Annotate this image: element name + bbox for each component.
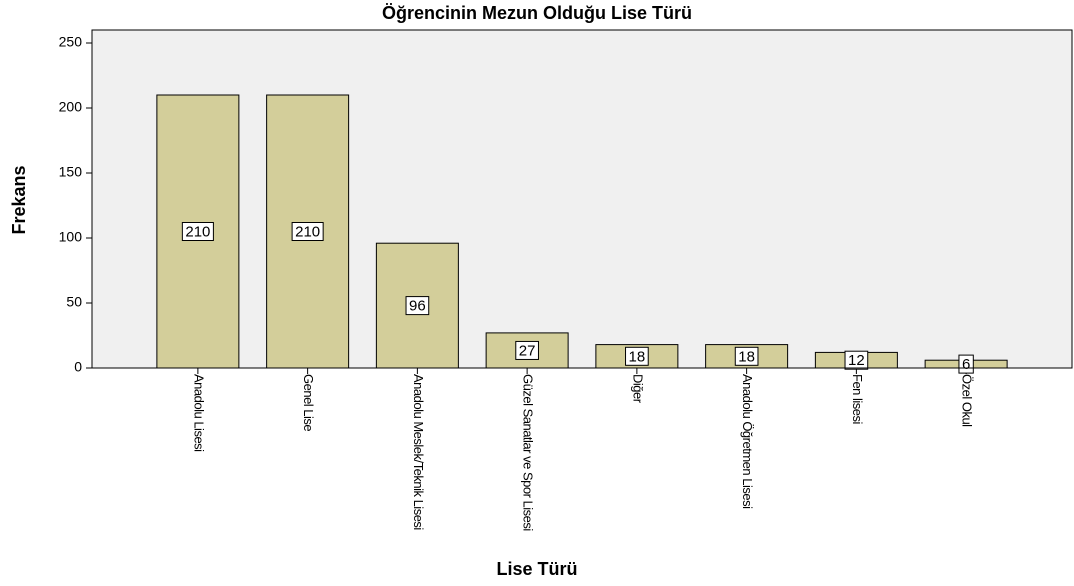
value-label: 210	[185, 223, 210, 240]
plot-area	[91, 29, 1073, 369]
value-label: 210	[295, 223, 320, 240]
y-tick-label: 0	[74, 359, 82, 375]
x-axis-title: Lise Türü	[496, 559, 577, 579]
x-tick-label: Diğer	[630, 374, 645, 404]
value-label: 96	[409, 298, 426, 315]
y-tick-label: 200	[59, 99, 83, 115]
y-tick-label: 100	[59, 229, 83, 245]
value-label-box	[958, 354, 974, 374]
y-tick-label: 250	[59, 34, 83, 50]
y-axis-title: Frekans	[9, 165, 29, 234]
x-tick-label: Genel Lise	[301, 374, 316, 431]
value-label: 27	[519, 342, 536, 359]
x-tick-label: Güzel Sanatlar ve Spor Lisesi	[521, 374, 536, 531]
y-tick-label: 150	[59, 164, 83, 180]
x-tick-label: Özel Okul	[960, 374, 975, 427]
value-label-box	[515, 340, 539, 360]
value-label: 6	[962, 356, 970, 373]
value-label-box	[181, 222, 214, 241]
value-label-box	[734, 346, 759, 366]
value-label-box	[405, 296, 430, 316]
x-tick-label: Anadolu Lisesi	[191, 374, 206, 452]
x-tick-label: Anadolu Meslek/Teknik Lisesi	[411, 374, 426, 530]
value-label-box	[625, 346, 649, 366]
value-label: 18	[738, 348, 755, 365]
value-label-box	[844, 350, 869, 370]
value-label: 18	[629, 348, 646, 365]
x-tick-label: Anadolu Öğretmen Lisesi	[740, 374, 755, 509]
y-tick-label: 50	[66, 294, 82, 310]
x-tick-label: Fen lisesi	[850, 374, 865, 425]
chart-title: Öğrencinin Mezun Olduğu Lise Türü	[382, 3, 692, 23]
value-label-box	[291, 222, 324, 241]
value-label: 12	[848, 352, 865, 369]
